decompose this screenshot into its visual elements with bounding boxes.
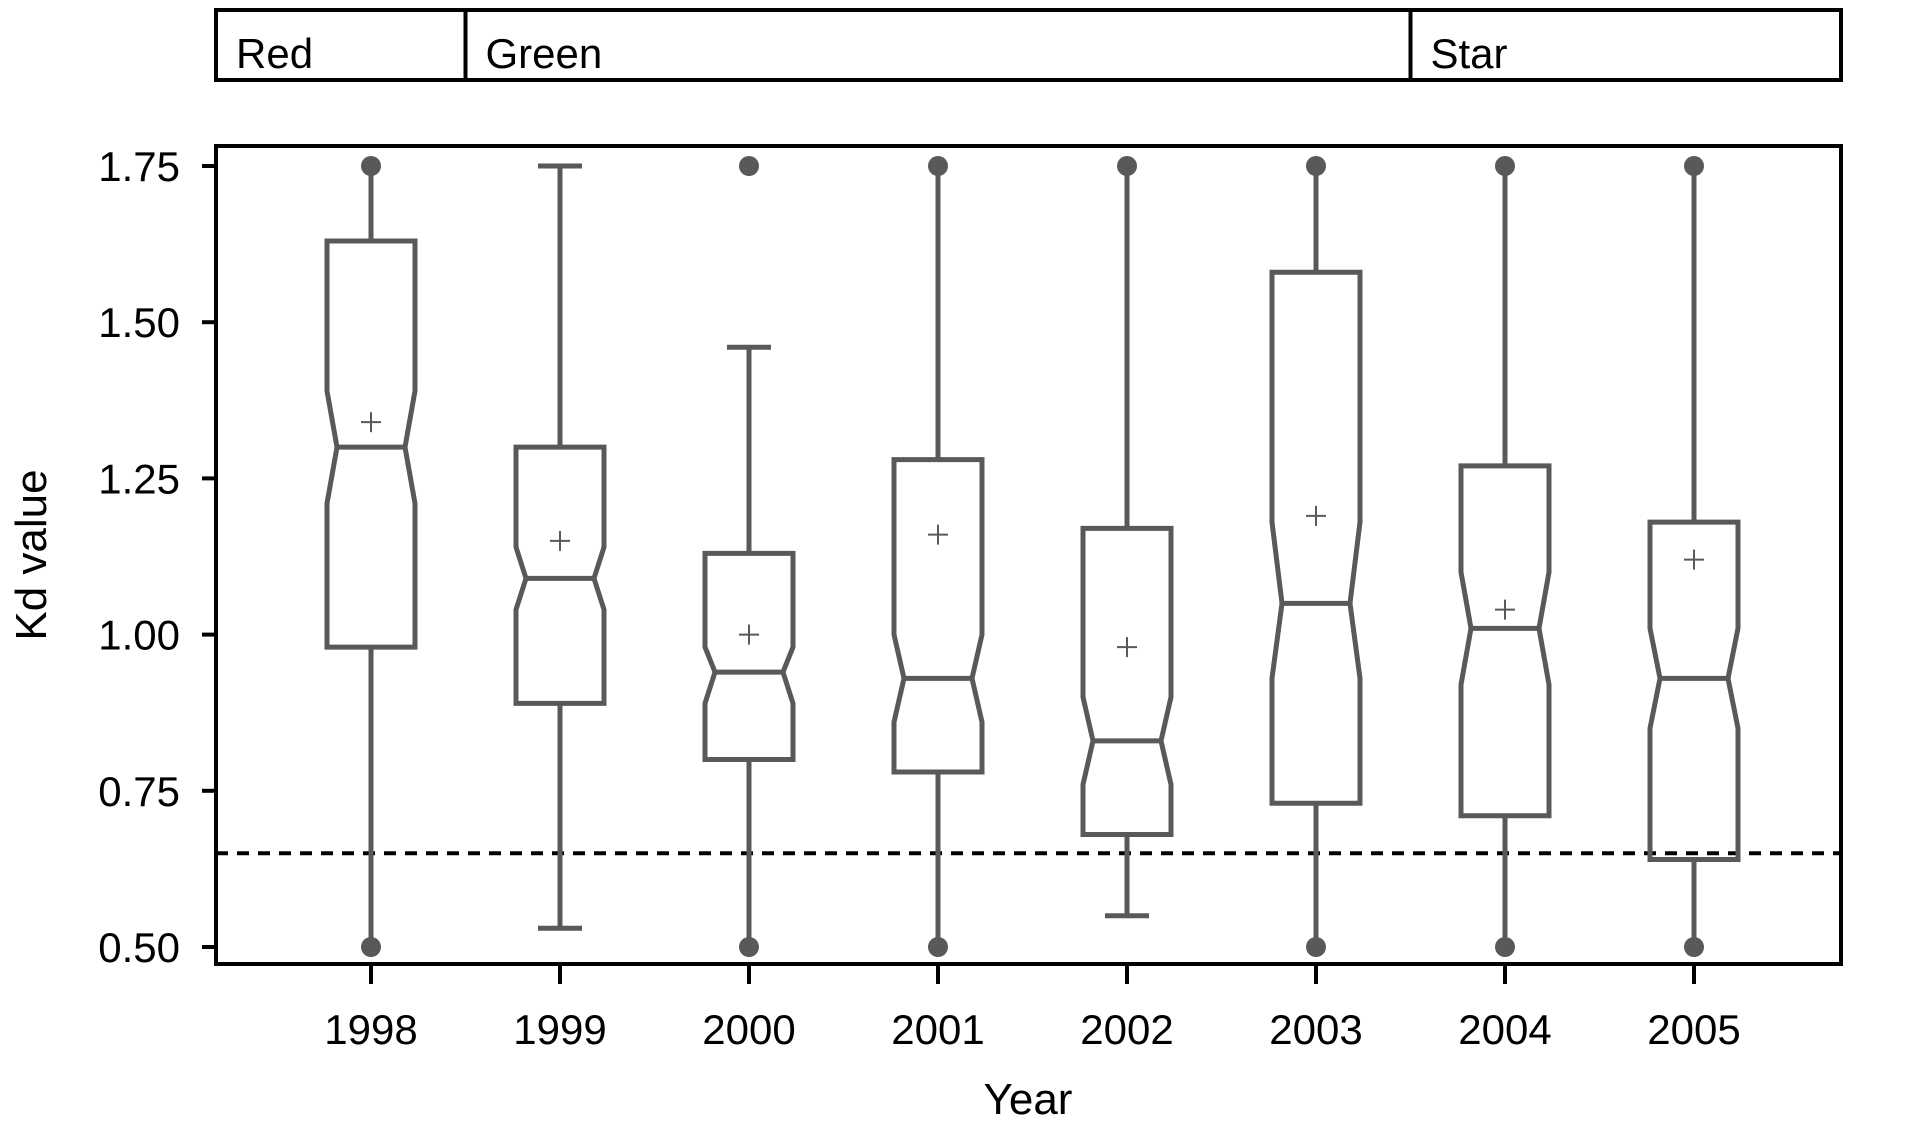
group-strip-cell: [1408, 8, 1843, 82]
outlier-point: [928, 937, 948, 957]
group-strip-cell: [463, 8, 1413, 82]
outlier-point: [1684, 937, 1704, 957]
plot-frame: [214, 144, 1843, 966]
outlier-point: [1306, 937, 1326, 957]
group-label: Red: [236, 30, 313, 77]
x-tick-label: 2001: [891, 1006, 984, 1053]
mean-marker: [1684, 549, 1704, 570]
outlier-point: [361, 937, 381, 957]
outlier-point: [739, 156, 759, 176]
outlier-point: [1306, 156, 1326, 176]
x-axis: 1998 1999 2000 2001 2002 2003 2004 2005: [324, 964, 1741, 1053]
box-2003: [1269, 156, 1363, 957]
y-tick-label: 1.75: [98, 143, 180, 190]
outlier-point: [1117, 156, 1137, 176]
box-series: [324, 156, 1741, 957]
y-tick-label: 1.50: [98, 299, 180, 346]
x-tick-label: 2004: [1458, 1006, 1551, 1053]
group-label: Star: [1431, 30, 1508, 77]
box-body: [1458, 463, 1552, 819]
mean-marker: [361, 412, 381, 433]
outlier-point: [1684, 156, 1704, 176]
group-strip: Red Green Star: [214, 8, 1843, 82]
x-tick-label: 2002: [1080, 1006, 1173, 1053]
outlier-point: [1495, 937, 1515, 957]
box-1998: [324, 156, 418, 957]
box-2001: [891, 156, 985, 957]
mean-marker: [550, 530, 570, 551]
y-axis: 0.50 0.75 1.00 1.25 1.50 1.75: [98, 143, 216, 971]
mean-marker: [1495, 599, 1515, 620]
outlier-point: [928, 156, 948, 176]
y-tick-label: 0.50: [98, 924, 180, 971]
x-axis-title: Year: [984, 1075, 1073, 1124]
x-tick-label: 2005: [1647, 1006, 1740, 1053]
box-1999: [513, 163, 607, 931]
mean-marker: [1117, 637, 1137, 658]
outlier-point: [739, 937, 759, 957]
box-body: [513, 444, 607, 706]
x-tick-label: 2000: [702, 1006, 795, 1053]
box-body: [1647, 519, 1741, 863]
box-body: [324, 238, 418, 650]
x-tick-label: 1999: [513, 1006, 606, 1053]
x-tick-label: 1998: [324, 1006, 417, 1053]
box-2000: [702, 156, 796, 957]
box-2005: [1647, 156, 1741, 957]
outlier-point: [1495, 156, 1515, 176]
y-tick-label: 1.25: [98, 455, 180, 502]
outlier-point: [361, 156, 381, 176]
mean-marker: [739, 624, 759, 645]
box-body: [702, 550, 796, 763]
box-2002: [1080, 156, 1174, 919]
x-tick-label: 2003: [1269, 1006, 1362, 1053]
box-body: [891, 457, 985, 775]
mean-marker: [928, 524, 948, 545]
box-body: [1269, 269, 1363, 806]
y-tick-label: 1.00: [98, 612, 180, 659]
y-axis-title: Kd value: [7, 469, 56, 640]
box-2004: [1458, 156, 1552, 957]
group-label: Green: [486, 30, 603, 77]
mean-marker: [1306, 505, 1326, 526]
y-tick-label: 0.75: [98, 768, 180, 815]
box-body: [1080, 525, 1174, 838]
